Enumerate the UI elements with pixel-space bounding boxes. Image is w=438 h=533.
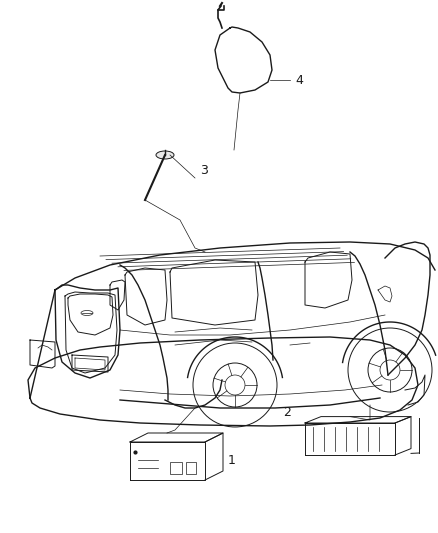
- Bar: [170, 462, 182, 474]
- Text: 1: 1: [228, 455, 236, 467]
- Bar: [186, 462, 196, 474]
- Text: 4: 4: [295, 74, 303, 86]
- Text: 3: 3: [200, 164, 208, 176]
- Text: 2: 2: [283, 407, 291, 419]
- Ellipse shape: [156, 151, 174, 159]
